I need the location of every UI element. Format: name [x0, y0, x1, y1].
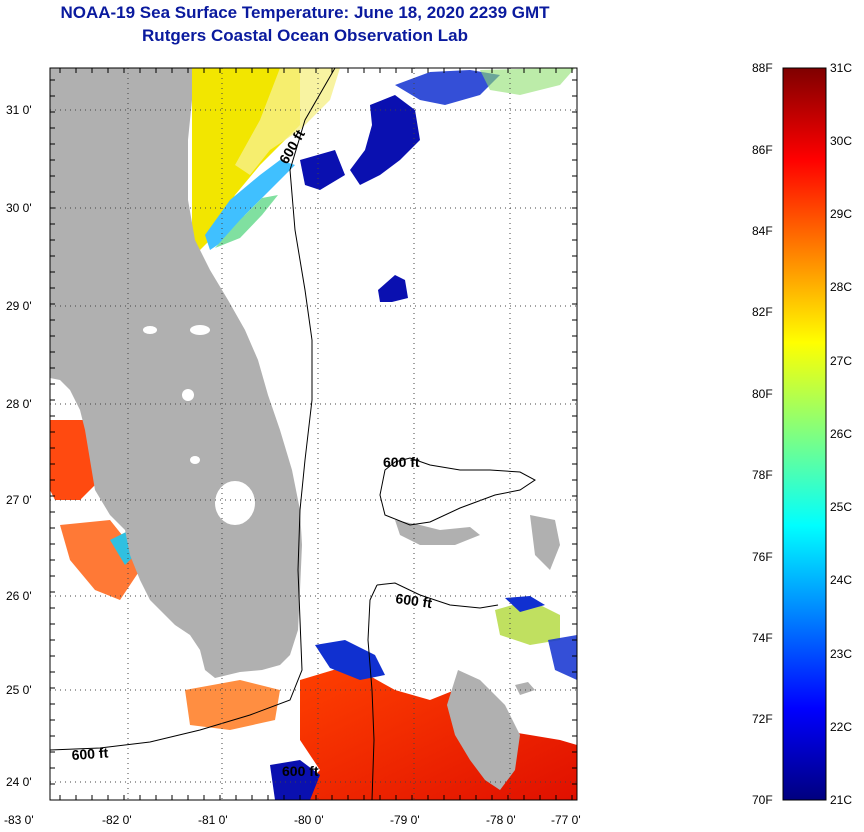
longitude-labels: -83 0' -82 0' -81 0' -80 0' -79 0' -78 0… — [4, 813, 581, 827]
lat-tick-label: 26 0' — [6, 589, 32, 603]
sst-patch-orange-keys — [185, 680, 280, 730]
lat-tick-label: 25 0' — [6, 683, 32, 697]
land-grand-bahama — [395, 520, 480, 545]
sst-patch-blue-spot — [378, 275, 408, 302]
latitude-labels: 31 0' 30 0' 29 0' 28 0' 27 0' 26 0' 25 0… — [6, 103, 32, 789]
map-tick-marks — [50, 68, 577, 800]
lon-tick-label: -81 0' — [198, 813, 228, 827]
isobath-bahamas-south2 — [376, 582, 499, 609]
sst-patch-green-band — [205, 160, 295, 250]
lat-tick-label: 29 0' — [6, 299, 32, 313]
lon-tick-label: -79 0' — [390, 813, 420, 827]
lat-tick-label: 31 0' — [6, 103, 32, 117]
lon-tick-label: -83 0' — [4, 813, 34, 827]
land-layer — [50, 68, 560, 790]
lake-small-1 — [143, 326, 157, 334]
sst-patch-blue-east2 — [548, 635, 577, 680]
lat-tick-label: 24 0' — [6, 775, 32, 789]
sst-patch-blue-north2 — [395, 70, 500, 105]
land-small-island — [515, 682, 535, 695]
isobath-label: 600 ft — [282, 763, 319, 779]
lake-small-4 — [190, 456, 200, 464]
lat-tick-label: 27 0' — [6, 493, 32, 507]
sst-patch-green-north — [480, 68, 575, 95]
isobath-lines — [49, 67, 536, 801]
lat-tick-label: 30 0' — [6, 201, 32, 215]
land-florida — [50, 68, 302, 678]
land-abaco — [530, 515, 560, 570]
land-andros — [447, 670, 520, 790]
map-title: NOAA-19 Sea Surface Temperature: June 18… — [60, 3, 550, 22]
sst-patch-blue-north — [350, 95, 420, 185]
sst-patch-blue-straits — [315, 640, 385, 680]
isobath-florida-shelf — [49, 67, 336, 751]
map-frame — [49, 67, 578, 801]
lat-tick-label: 28 0' — [6, 397, 32, 411]
sst-patch-yellow-fringe — [235, 68, 340, 175]
lake-small-3 — [182, 389, 194, 401]
sst-patch-blue-north3 — [300, 150, 345, 190]
sst-patch-blue-south — [270, 760, 320, 800]
lon-tick-label: -77 0' — [551, 813, 581, 827]
lon-tick-label: -80 0' — [294, 813, 324, 827]
sst-patch-green-east — [495, 600, 560, 645]
isobath-label: 600 ft — [395, 590, 434, 611]
isobath-bahamas-north — [379, 457, 536, 526]
lon-tick-label: -78 0' — [486, 813, 516, 827]
isobath-bahamas-south — [367, 584, 378, 801]
map-subtitle: Rutgers Coastal Ocean Observation Lab — [142, 26, 468, 45]
isobath-label: 600 ft — [71, 744, 109, 763]
lake-okeechobee — [215, 481, 255, 525]
isobath-label: 600 ft — [383, 454, 420, 470]
map-gridlines — [50, 68, 577, 800]
lon-tick-label: -82 0' — [102, 813, 132, 827]
sst-patch-cyan-band — [215, 195, 278, 248]
sst-patch-blue-east — [505, 596, 545, 612]
lake-small-2 — [190, 325, 210, 335]
